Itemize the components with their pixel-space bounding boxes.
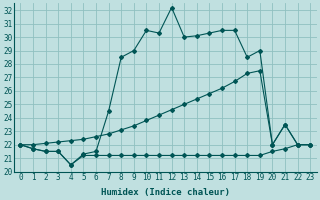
X-axis label: Humidex (Indice chaleur): Humidex (Indice chaleur) xyxy=(101,188,230,197)
